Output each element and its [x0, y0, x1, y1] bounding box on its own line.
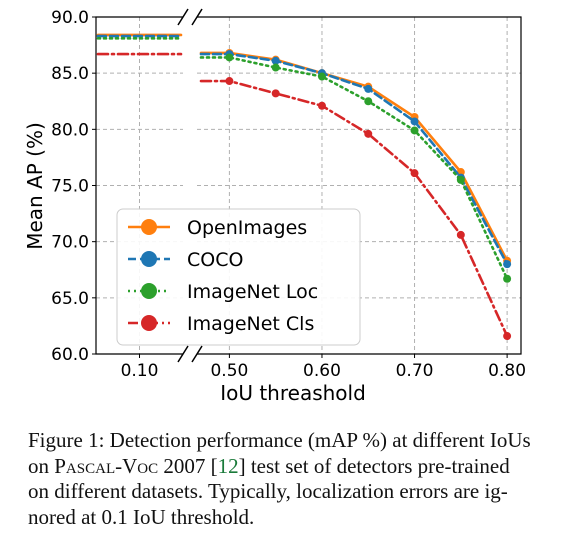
data-point [317, 72, 326, 81]
data-point [410, 117, 419, 126]
axis-break-mark [177, 8, 189, 26]
series-line-right [199, 56, 509, 281]
y-tick-labels: 60.0 65.0 70.0 75.0 80.0 85.0 90.0 [51, 8, 89, 365]
caption-line-1: Figure 1: Detection performance (mAP %) … [28, 428, 531, 452]
right-axes-frame [197, 16, 522, 355]
caption-line-3: on different datasets. Typically, locali… [28, 479, 508, 503]
data-point [456, 168, 465, 177]
y-tick-label: 60.0 [51, 345, 89, 365]
y-tick-label: 75.0 [51, 177, 89, 197]
citation-link[interactable]: 12 [217, 453, 239, 478]
x-tick-label: 0.60 [303, 361, 341, 381]
caption-line-2-mid: 2007 [ [158, 453, 218, 478]
data-point [456, 175, 465, 184]
x-axis-label: IoU threashold [220, 381, 366, 405]
data-point [225, 77, 234, 86]
x-tick-label: 0.50 [210, 361, 248, 381]
legend-label: COCO [187, 249, 243, 271]
data-point [364, 97, 373, 106]
legend-swatch-marker [141, 219, 157, 235]
legend: OpenImages COCO ImageNet Loc ImageNet Cls [116, 208, 361, 346]
data-point [410, 126, 419, 135]
legend-label: ImageNet Loc [187, 281, 318, 303]
data-point [271, 56, 280, 65]
y-tick-label: 90.0 [51, 8, 89, 28]
data-point [364, 129, 373, 138]
legend-item: ImageNet Cls [128, 313, 314, 335]
caption-line-4: nored at 0.1 IoU threshold. [28, 504, 255, 529]
data-point [503, 332, 512, 341]
series-line-right [199, 52, 509, 266]
data-point [456, 230, 465, 239]
axis-break-mark [191, 345, 203, 363]
data-point [503, 274, 512, 283]
data-point [271, 89, 280, 98]
data-point [271, 63, 280, 72]
x-tick-labels: 0.10 0.50 0.60 0.70 0.80 [121, 361, 526, 381]
axis-break-mark [177, 345, 189, 363]
x-tick-label: 0.70 [396, 361, 434, 381]
data-point [364, 84, 373, 93]
legend-swatch-marker [141, 251, 157, 267]
data-point [410, 169, 419, 178]
caption-line-2: on Pascal-Voc 2007 [12] test set of dete… [28, 454, 558, 480]
series-line-right [199, 79, 509, 338]
legend-item: OpenImages [128, 217, 307, 239]
legend-box [116, 208, 361, 346]
legend-swatch-marker [141, 283, 157, 299]
legend-item: ImageNet Loc [128, 281, 318, 303]
y-tick-label: 80.0 [51, 120, 89, 140]
y-tick-label: 85.0 [51, 64, 89, 84]
series-imagenet-loc [96, 37, 512, 283]
caption-line-2-post: ] test set of detectors pre-trained [238, 453, 510, 478]
data-point [225, 53, 234, 62]
y-tick-label: 70.0 [51, 233, 89, 253]
legend-swatch-marker [141, 315, 157, 331]
series-imagenet-cls [96, 52, 512, 341]
axis-break-mark [191, 8, 203, 26]
axes-frame [92, 8, 522, 363]
x-tick-label: 0.80 [488, 361, 526, 381]
legend-item: COCO [128, 249, 243, 271]
legend-label: ImageNet Cls [187, 313, 314, 335]
legend-label: OpenImages [187, 217, 307, 239]
x-tick-label: 0.10 [121, 361, 159, 381]
figure-caption: Figure 1: Detection performance (mAP %) … [28, 428, 558, 530]
dataset-name: Pascal-Voc [54, 453, 159, 478]
series-lines [96, 33, 512, 341]
data-point [503, 260, 512, 269]
data-point [317, 101, 326, 110]
y-tick-label: 65.0 [51, 289, 89, 309]
line-chart: 60.0 65.0 70.0 75.0 80.0 85.0 90.0 0.10 0.50 0.6… [23, 8, 526, 405]
y-axis-label: Mean AP (%) [23, 122, 47, 250]
caption-line-2-pre: on [28, 453, 55, 478]
